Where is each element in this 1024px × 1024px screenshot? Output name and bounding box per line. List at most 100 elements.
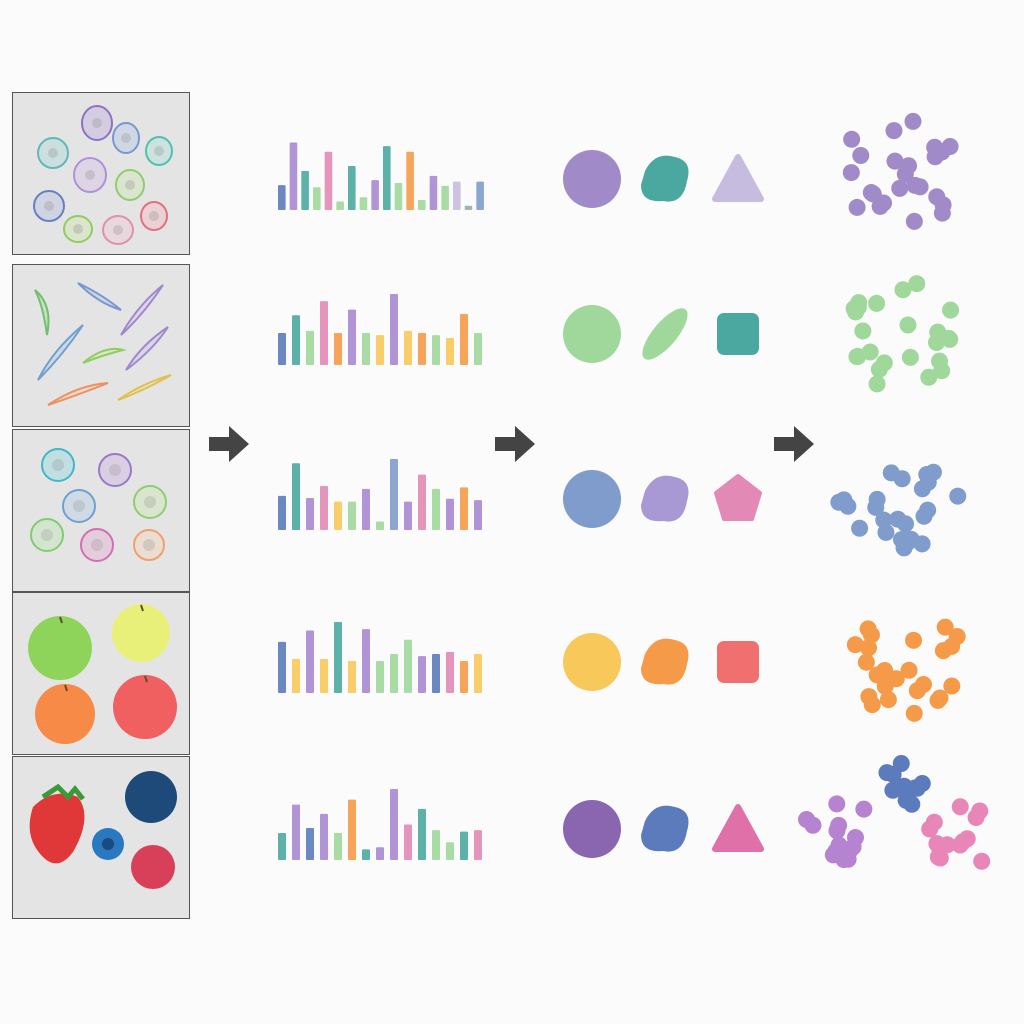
cluster-dot	[954, 833, 972, 851]
shape-row-3	[560, 467, 762, 531]
cluster-dot	[899, 316, 917, 334]
feature-bar	[376, 521, 384, 530]
feature-bar	[474, 500, 482, 530]
cluster-dot	[900, 157, 918, 175]
feature-bar	[404, 824, 412, 860]
cluster-row-3	[800, 425, 1010, 565]
cluster-dot	[940, 329, 958, 347]
cluster-dot	[868, 490, 886, 508]
cluster-dot	[868, 294, 886, 312]
feature-bar	[278, 641, 286, 693]
feature-bar	[418, 333, 426, 365]
cluster-dot	[928, 835, 946, 853]
shape-triangle	[712, 804, 764, 852]
cluster-dot	[843, 130, 861, 148]
feature-bar	[334, 501, 342, 530]
cluster-dot	[889, 510, 907, 528]
cluster-dot	[847, 303, 865, 321]
feature-bar	[460, 313, 468, 365]
feature-bar	[376, 661, 384, 693]
cluster-dot	[879, 691, 897, 709]
cluster-dot	[899, 533, 917, 551]
feature-bar	[418, 474, 426, 530]
feature-bar	[432, 488, 440, 530]
shape-circle	[563, 633, 621, 691]
feature-bars-row-1	[278, 135, 488, 210]
feature-bar	[292, 658, 300, 693]
cluster-dot	[924, 463, 942, 481]
cluster-row-1	[800, 105, 1010, 245]
cluster-dot	[943, 637, 961, 655]
cluster-dot	[830, 816, 848, 834]
cluster-dot	[885, 122, 903, 140]
feature-bar	[278, 833, 286, 860]
cluster-dot	[857, 653, 875, 671]
feature-bar	[348, 661, 356, 693]
shape-blob	[641, 475, 689, 522]
shape-blob	[641, 155, 689, 202]
cluster-dot	[824, 846, 842, 864]
feature-bar	[441, 185, 449, 210]
feature-bar	[383, 146, 391, 210]
cluster-dot	[913, 480, 931, 498]
shape-triangle	[712, 154, 764, 202]
cell-image-3	[30, 448, 167, 562]
feature-bar	[334, 833, 342, 860]
cluster-dot	[846, 636, 864, 654]
feature-bar	[406, 151, 414, 210]
feature-bar	[460, 661, 468, 693]
cluster-dot	[925, 813, 943, 831]
feature-bar	[334, 333, 342, 365]
feature-bar	[306, 828, 314, 860]
feature-bar	[348, 309, 356, 365]
cluster-dot	[875, 511, 893, 529]
shape-square	[717, 313, 759, 355]
feature-bar	[474, 830, 482, 860]
feature-bars-row-3	[278, 455, 488, 530]
cluster-dot	[906, 176, 924, 194]
cluster-dot	[804, 816, 822, 834]
cluster-dot	[855, 800, 873, 818]
feature-bar	[418, 656, 426, 693]
feature-bar	[394, 183, 403, 210]
feature-bar	[348, 799, 356, 860]
cluster-row-2	[800, 260, 1010, 400]
feature-bars-row-2	[278, 290, 488, 365]
cluster-dot	[893, 470, 911, 488]
cluster-dot	[878, 764, 896, 782]
feature-bar	[278, 185, 286, 210]
feature-bar	[292, 804, 300, 860]
feature-bar	[362, 333, 370, 365]
cluster-dot	[933, 143, 951, 161]
cluster-dot	[892, 754, 910, 772]
feature-bar	[292, 315, 300, 365]
cluster-dot	[842, 164, 860, 182]
feature-bar	[320, 813, 328, 860]
feature-bar	[334, 622, 342, 693]
cluster-dot	[951, 798, 969, 816]
shape-circle	[563, 470, 621, 528]
feature-bar	[453, 181, 461, 210]
shape-square	[717, 641, 759, 683]
shape-circle	[563, 800, 621, 858]
feature-bar	[460, 831, 468, 860]
berry-image	[29, 771, 177, 889]
shape-row-5	[560, 797, 764, 861]
feature-bar	[313, 187, 321, 210]
feature-bar	[320, 485, 328, 530]
feature-bar	[376, 847, 384, 860]
cluster-dot	[942, 301, 960, 319]
cluster-dot	[901, 348, 919, 366]
shape-circle	[563, 150, 621, 208]
cluster-dot	[929, 691, 947, 709]
image-panel-apples	[12, 592, 190, 755]
feature-bar	[446, 651, 454, 693]
cluster-dot	[859, 620, 877, 638]
cluster-dot	[949, 487, 967, 505]
feature-bar	[464, 205, 473, 210]
shape-row-1	[560, 147, 764, 211]
feature-bar	[306, 330, 314, 365]
feature-bar	[460, 487, 468, 530]
cluster-dot	[920, 368, 938, 386]
cluster-row-5	[798, 754, 1010, 895]
